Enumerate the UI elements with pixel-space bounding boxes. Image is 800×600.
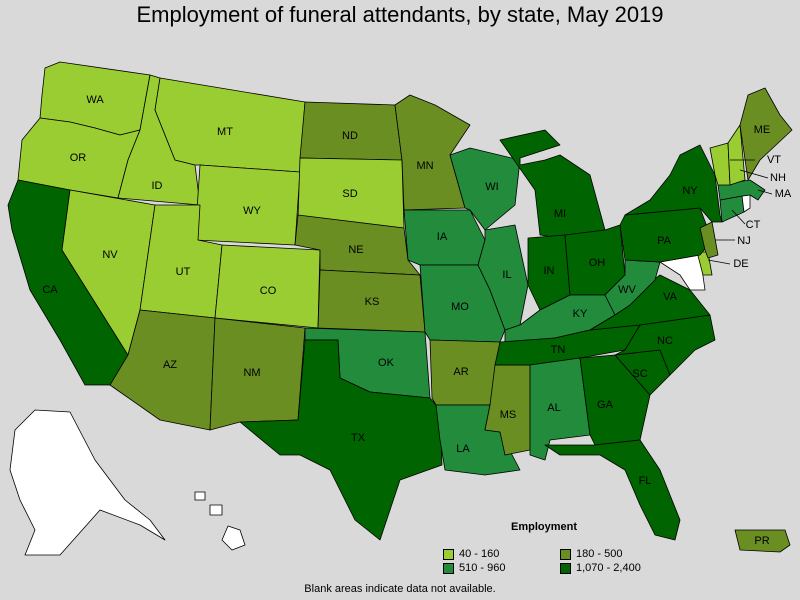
leader-DE bbox=[707, 259, 731, 265]
label-UT: UT bbox=[176, 266, 191, 278]
label-NC: NC bbox=[657, 335, 673, 347]
legend-swatch bbox=[560, 562, 571, 574]
legend-swatch bbox=[443, 548, 454, 560]
label-MA: MA bbox=[775, 188, 792, 200]
state-VT[interactable] bbox=[709, 142, 731, 186]
label-FL: FL bbox=[639, 475, 652, 487]
label-OR: OR bbox=[70, 152, 87, 164]
state-HI-3[interactable] bbox=[209, 504, 223, 516]
state-MI[interactable] bbox=[499, 129, 606, 239]
label-ME: ME bbox=[754, 124, 771, 136]
footnote: Blank areas indicate data not available. bbox=[304, 583, 496, 595]
label-NH: NH bbox=[770, 172, 786, 184]
state-PR[interactable] bbox=[734, 529, 791, 553]
label-OH: OH bbox=[589, 257, 606, 269]
state-NJ[interactable] bbox=[699, 221, 719, 259]
state-WV[interactable] bbox=[604, 259, 661, 316]
label-ID: ID bbox=[152, 180, 163, 192]
state-WI[interactable] bbox=[449, 147, 521, 231]
label-AR: AR bbox=[453, 366, 468, 378]
label-DE: DE bbox=[733, 258, 748, 270]
label-IA: IA bbox=[437, 231, 448, 243]
label-MI: MI bbox=[554, 208, 566, 220]
state-NC[interactable] bbox=[614, 314, 716, 376]
label-SC: SC bbox=[632, 368, 647, 380]
label-PR: PR bbox=[754, 535, 769, 547]
label-MO: MO bbox=[451, 301, 469, 313]
legend-item: 180 - 500 bbox=[560, 548, 622, 560]
state-FL[interactable] bbox=[544, 439, 681, 541]
label-MS: MS bbox=[500, 409, 517, 421]
legend-item: 510 - 960 bbox=[443, 562, 505, 574]
label-WV: WV bbox=[618, 284, 636, 296]
label-NV: NV bbox=[102, 249, 118, 261]
label-VA: VA bbox=[663, 291, 678, 303]
state-TX[interactable] bbox=[239, 339, 443, 541]
label-NE: NE bbox=[348, 244, 363, 256]
state-CT[interactable] bbox=[719, 195, 745, 223]
label-IL: IL bbox=[502, 269, 511, 281]
legend-item: 1,070 - 2,400 bbox=[560, 562, 641, 574]
label-WI: WI bbox=[485, 181, 498, 193]
label-MN: MN bbox=[416, 160, 433, 172]
label-WA: WA bbox=[86, 94, 104, 106]
label-NY: NY bbox=[682, 185, 698, 197]
legend-label: 180 - 500 bbox=[576, 548, 623, 560]
leader-NH bbox=[739, 169, 769, 179]
label-OK: OK bbox=[378, 357, 395, 369]
label-CT: CT bbox=[746, 219, 761, 231]
legend-label: 40 - 160 bbox=[459, 548, 500, 560]
label-AL: AL bbox=[547, 402, 560, 414]
label-ND: ND bbox=[342, 130, 358, 142]
label-SD: SD bbox=[342, 188, 357, 200]
leader-CT bbox=[731, 209, 746, 225]
label-KS: KS bbox=[365, 296, 380, 308]
legend-swatch bbox=[560, 548, 571, 560]
legend-item: 40 - 160 bbox=[443, 548, 499, 560]
state-NY[interactable] bbox=[624, 144, 723, 223]
label-KY: KY bbox=[573, 308, 588, 320]
label-MT: MT bbox=[217, 126, 233, 138]
label-VT: VT bbox=[767, 154, 781, 166]
legend-swatch bbox=[443, 562, 454, 574]
label-TX: TX bbox=[351, 432, 366, 444]
label-PA: PA bbox=[657, 235, 672, 247]
label-CO: CO bbox=[260, 285, 277, 297]
label-NJ: NJ bbox=[737, 235, 750, 247]
label-TN: TN bbox=[551, 344, 566, 356]
legend-label: 510 - 960 bbox=[459, 562, 506, 574]
legend-title: Employment bbox=[511, 521, 578, 533]
state-ME[interactable] bbox=[739, 87, 793, 181]
label-GA: GA bbox=[597, 399, 614, 411]
legend-label: 1,070 - 2,400 bbox=[576, 562, 641, 574]
label-CA: CA bbox=[42, 284, 58, 296]
leader-MA bbox=[757, 189, 773, 195]
label-IN: IN bbox=[544, 265, 555, 277]
label-LA: LA bbox=[456, 443, 470, 455]
map-title: Employment of funeral attendants, by sta… bbox=[136, 2, 664, 27]
state-AK[interactable] bbox=[9, 409, 166, 556]
label-NM: NM bbox=[243, 367, 260, 379]
state-HI[interactable] bbox=[221, 525, 246, 551]
label-WY: WY bbox=[243, 205, 261, 217]
state-HI-2[interactable] bbox=[194, 491, 206, 501]
label-AZ: AZ bbox=[163, 359, 177, 371]
